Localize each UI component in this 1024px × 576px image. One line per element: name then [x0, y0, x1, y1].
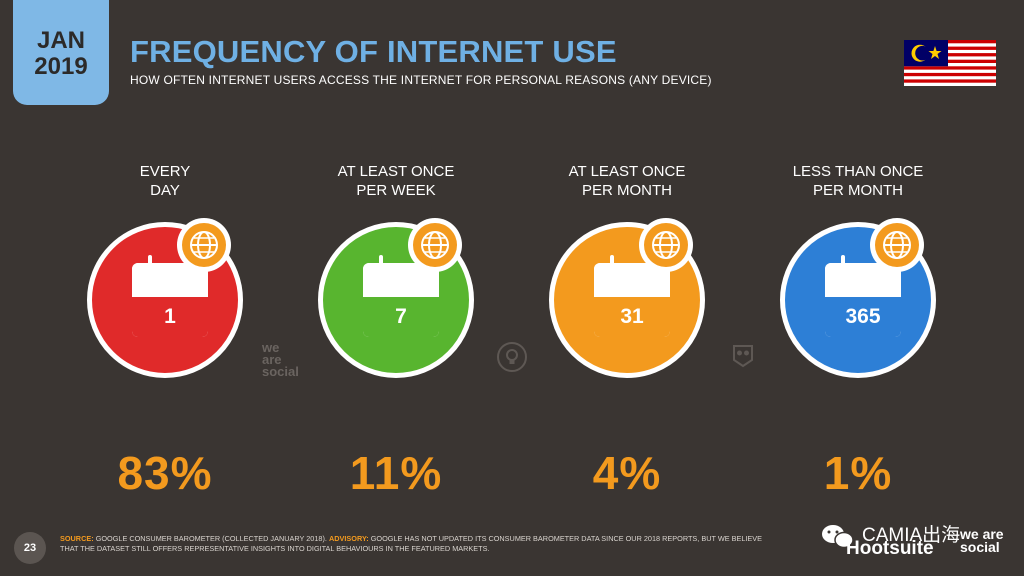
globe-icon — [639, 218, 693, 272]
category-less-than-monthly: LESS THAN ONCE PER MONTH 365 1% — [758, 162, 958, 500]
globe-icon — [408, 218, 462, 272]
category-circle: 365 — [780, 222, 936, 378]
camia-brand-overlay: CAMIA出海 — [862, 525, 961, 546]
percent-value: 83% — [117, 447, 213, 499]
percent-value: 4% — [592, 447, 662, 499]
category-monthly: AT LEAST ONCE PER MONTH 31 4% — [527, 162, 727, 500]
we-are-social-logo: we are social — [960, 526, 1004, 555]
page-subtitle: HOW OFTEN INTERNET USERS ACCESS THE INTE… — [130, 73, 712, 87]
category-every-day: EVERY DAY 1 83% — [65, 162, 265, 500]
calendar-icon: 31 — [594, 263, 670, 337]
calendar-value: 365 — [825, 297, 901, 337]
calendar-value: 1 — [132, 297, 208, 337]
category-circle: 1 — [87, 222, 243, 378]
page-number: 23 — [14, 532, 46, 564]
wechat-icon — [822, 525, 854, 549]
date-badge: JAN 2019 — [13, 0, 109, 105]
globe-icon — [177, 218, 231, 272]
category-label: LESS THAN ONCE PER MONTH — [792, 163, 924, 199]
category-label: AT LEAST ONCE PER MONTH — [568, 163, 686, 199]
source-note: SOURCE: GOOGLE CONSUMER BAROMETER (COLLE… — [60, 534, 763, 553]
date-month: JAN — [36, 27, 85, 55]
category-label: AT LEAST ONCE PER WEEK — [337, 163, 455, 199]
hootsuite-owl-icon — [730, 342, 756, 368]
page-title: FREQUENCY OF INTERNET USE — [130, 34, 617, 69]
calendar-icon: 365 — [825, 263, 901, 337]
lightbulb-icon — [497, 342, 527, 372]
calendar-icon: 7 — [363, 263, 439, 337]
calendar-value: 7 — [363, 297, 439, 337]
date-year: 2019 — [34, 52, 88, 80]
malaysia-flag-icon — [904, 40, 996, 86]
globe-icon — [870, 218, 924, 272]
category-weekly: AT LEAST ONCE PER WEEK 7 11% — [296, 162, 496, 500]
category-label: EVERY DAY — [139, 163, 191, 199]
we-are-social-watermark: we are social — [262, 340, 299, 379]
calendar-value: 31 — [594, 297, 670, 337]
percent-value: 1% — [823, 447, 893, 499]
hootsuite-logo: Hootsuite — [846, 538, 934, 559]
calendar-icon: 1 — [132, 263, 208, 337]
percent-value: 11% — [349, 447, 443, 499]
